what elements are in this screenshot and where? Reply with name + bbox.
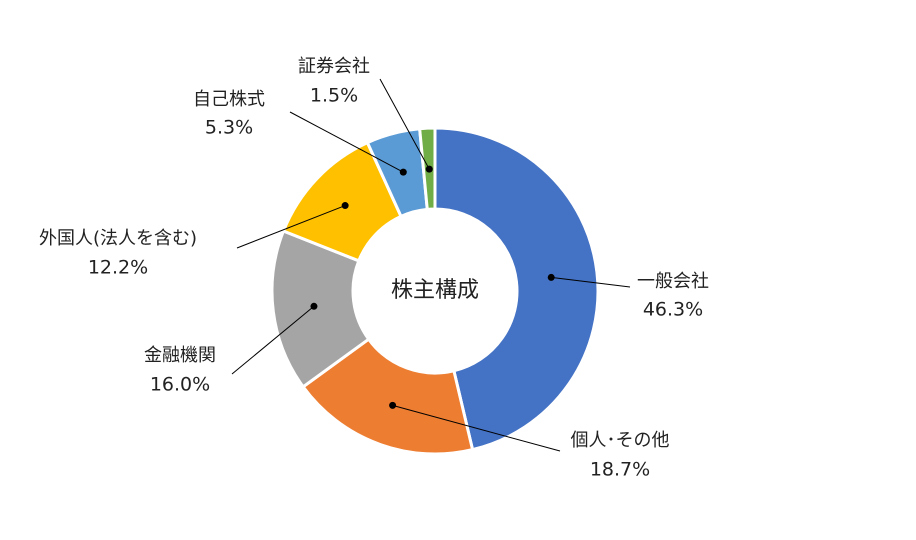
slice-label-5: 証券会社 bbox=[298, 56, 370, 77]
leader-group bbox=[231, 78, 631, 452]
slice-value-2: 16.0% bbox=[150, 374, 210, 396]
leader-line-2 bbox=[231, 305, 315, 375]
leader-line-1 bbox=[392, 404, 561, 452]
center-title: 株主構成 bbox=[391, 278, 479, 303]
slice-group bbox=[270, 126, 600, 456]
leader-line-3 bbox=[236, 205, 346, 249]
leader-line-4 bbox=[289, 111, 404, 173]
slice-value-5: 1.5% bbox=[310, 85, 358, 107]
slice-1 bbox=[301, 337, 475, 456]
slice-label-2: 金融機関 bbox=[144, 345, 216, 366]
slice-label-4: 自己株式 bbox=[193, 89, 265, 110]
leader-dot-2 bbox=[310, 302, 318, 310]
slice-label-3: 外国人(法人を含む) bbox=[39, 228, 197, 249]
leader-dot-5 bbox=[425, 165, 433, 173]
slice-label-1: 個人･その他 bbox=[571, 430, 670, 451]
slice-value-3: 12.2% bbox=[88, 257, 148, 279]
slice-2 bbox=[270, 229, 371, 389]
slice-value-4: 5.3% bbox=[205, 117, 253, 139]
leader-dot-0 bbox=[547, 273, 555, 281]
label-group: 一般会社 46.3% 個人･その他 18.7% 金融機関 16.0% 外国人(法人を含む) 1… bbox=[39, 56, 709, 481]
leader-dot-4 bbox=[399, 168, 407, 176]
slice-0 bbox=[433, 126, 600, 452]
slice-value-1: 18.7% bbox=[590, 459, 650, 481]
leader-line-5 bbox=[379, 78, 430, 170]
slice-label-0: 一般会社 bbox=[637, 271, 709, 292]
leader-line-0 bbox=[551, 276, 631, 288]
leader-dot-1 bbox=[389, 401, 397, 409]
slice-value-0: 46.3% bbox=[643, 299, 703, 321]
leader-dot-3 bbox=[341, 202, 349, 210]
